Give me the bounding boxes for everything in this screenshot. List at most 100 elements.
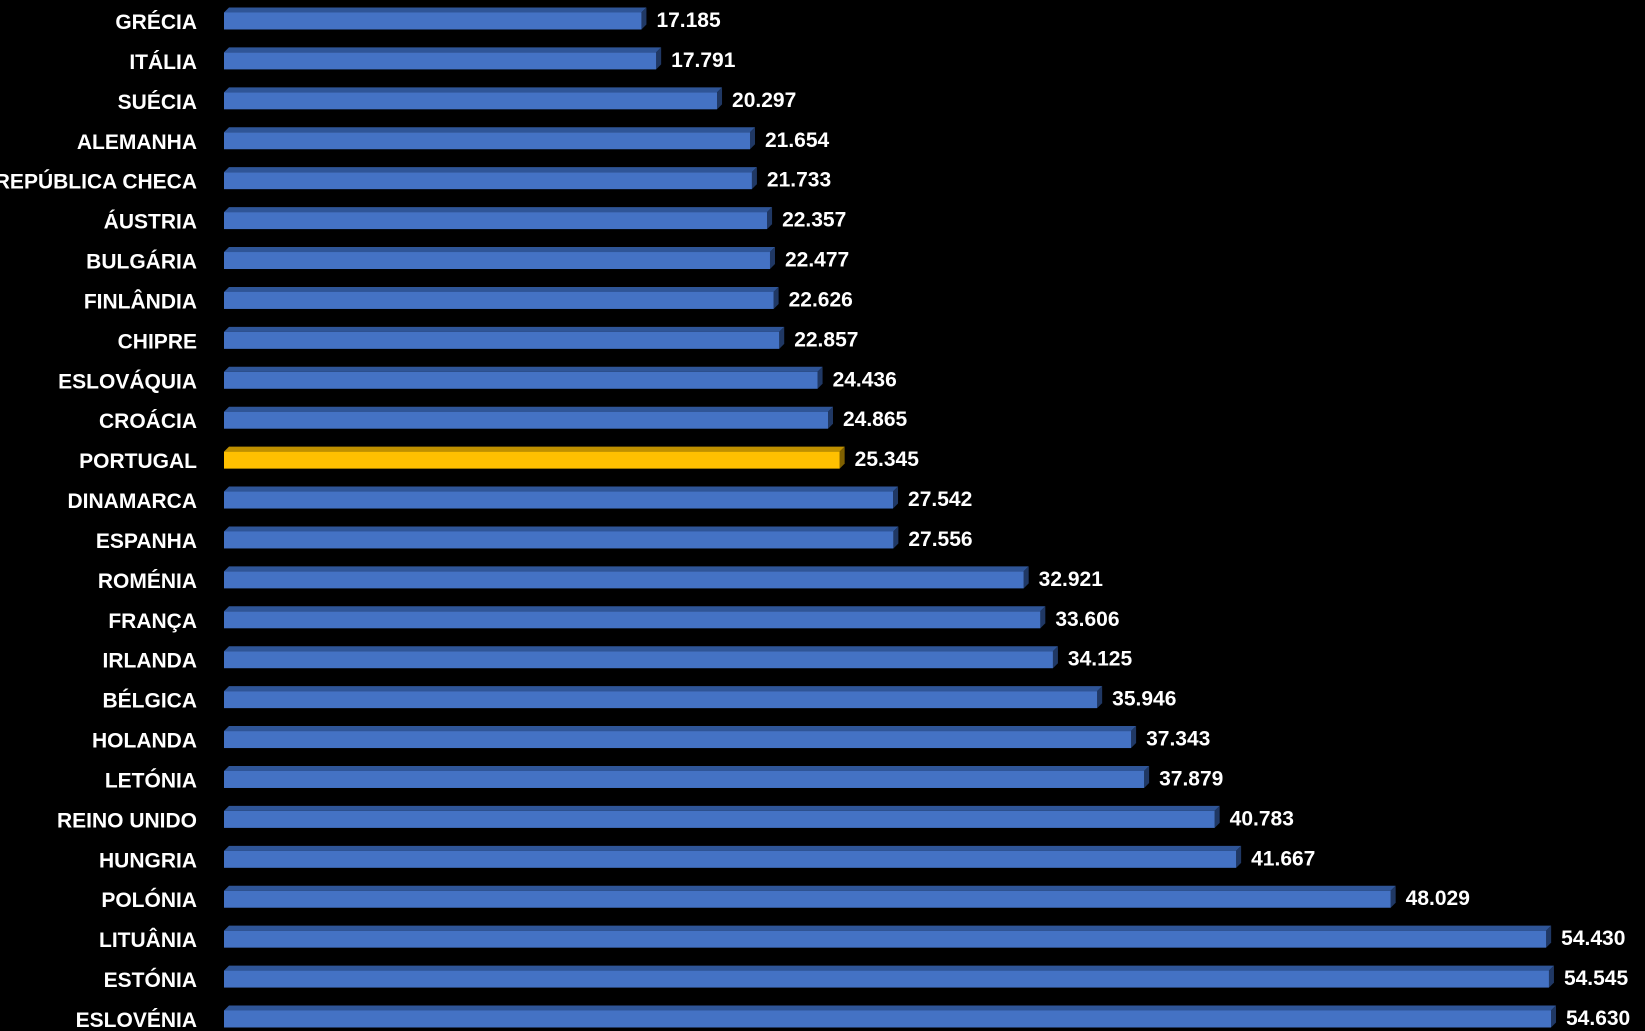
bar [224,331,780,349]
bar-side-face [893,526,899,549]
data-label: 54.630 [1566,1007,1630,1030]
bar-top-face [224,885,1396,891]
data-label: 48.029 [1406,887,1470,910]
bar-side-face [1097,686,1103,709]
bar-group: BULGÁRIA 22.477 [86,247,849,274]
bar [224,12,642,30]
bar-group: REINO UNIDO 40.783 [57,805,1294,832]
bar-group: FRANÇA 33.606 [108,606,1120,633]
bar-group: LITUÂNIA 54.430 [99,925,1625,952]
data-label: 21.733 [767,169,831,192]
bar [224,92,718,110]
bar-group: ESPANHA 27.556 [96,526,973,553]
bar-top-face [224,247,775,253]
bar-side-face [641,7,647,30]
bar [224,411,828,429]
bar [224,850,1237,868]
data-label: 54.430 [1561,927,1625,950]
data-label: 22.626 [789,288,853,311]
bar-top-face [224,845,1242,851]
bar-group: SUÉCIA 20.297 [118,87,796,114]
bar-side-face [1023,566,1029,589]
bar-top-face [224,406,833,412]
bar-top-face [224,925,1552,931]
bar-side-face [769,247,775,270]
category-label: HOLANDA [92,730,197,753]
bar [224,731,1132,749]
bar [224,1010,1552,1028]
bar-side-face [1236,845,1242,868]
bar-top-face [224,965,1554,971]
data-label: 40.783 [1230,807,1294,830]
bar-side-face [1214,805,1220,828]
bar-group: FINLÂNDIA 22.626 [84,286,853,313]
bar [224,810,1215,828]
bar-top-face [224,366,823,372]
bar [224,291,774,309]
category-label: LITUÂNIA [99,928,197,952]
data-label: 27.542 [908,488,972,511]
category-label: ÁUSTRIA [104,211,197,234]
category-label: GRÉCIA [115,11,197,34]
bar-side-face [656,47,662,70]
bar-top-face [224,7,647,13]
bar-group: POLÓNIA 48.029 [101,885,1470,912]
bar-group: HUNGRIA 41.667 [99,845,1315,872]
category-label: DINAMARCA [68,490,198,513]
category-label: REPÚBLICA CHECA [0,170,197,194]
data-label: 22.857 [794,328,858,351]
bar-side-face [751,167,757,190]
bar-top-face [224,47,662,53]
data-label: 22.357 [782,209,846,232]
bar-highlight [224,451,840,469]
bar [224,252,770,270]
bar [224,132,750,150]
category-label: ALEMANHA [77,131,197,154]
bar-group: GRÉCIA 17.185 [115,7,721,34]
bar-side-face [817,366,823,389]
bar [224,571,1024,589]
bar-group: REPÚBLICA CHECA 21.733 [0,167,831,194]
bar-group: ROMÉNIA 32.921 [98,566,1103,593]
category-label: BÉLGICA [103,690,198,713]
bar-top-face [224,446,845,452]
bar [224,770,1145,788]
bar-top-face [224,805,1220,811]
bar-group: CHIPRE 22.857 [118,326,858,353]
category-label: REINO UNIDO [57,809,197,832]
bar [224,890,1391,908]
bar [224,52,657,70]
bar-side-face [1131,726,1137,749]
data-label: 37.343 [1146,728,1210,751]
category-label: FINLÂNDIA [84,289,197,313]
bar-group: ÁUSTRIA 22.357 [104,207,846,234]
bar-top-face [224,646,1058,652]
data-label: 41.667 [1251,847,1315,870]
bar-top-face [224,127,755,133]
bar-side-face [893,486,899,509]
data-label: 25.345 [855,448,920,471]
bar-top-face [224,167,757,173]
bar-side-face [1546,925,1552,948]
bar-side-face [779,326,785,349]
bar-side-face [1551,1005,1557,1028]
bar [224,930,1547,948]
bar-group: ESLOVÉNIA 54.630 [76,1005,1630,1031]
bar [224,611,1041,629]
bar-group: HOLANDA 37.343 [92,726,1210,753]
data-label: 20.297 [732,89,796,112]
category-label: CROÁCIA [99,410,197,433]
bar-group: ESTÓNIA 54.545 [104,965,1628,992]
bar-group: ITÁLIA 17.791 [129,47,736,74]
bar [224,531,894,549]
bar-side-face [1390,885,1396,908]
bar [224,651,1053,669]
category-label: LETÓNIA [105,768,197,792]
bar-group: BÉLGICA 35.946 [103,686,1176,713]
data-label: 17.791 [671,49,736,72]
bar-side-face [767,207,773,230]
bar-side-face [1548,965,1554,988]
bar [224,172,752,190]
category-label: ESTÓNIA [104,968,197,992]
